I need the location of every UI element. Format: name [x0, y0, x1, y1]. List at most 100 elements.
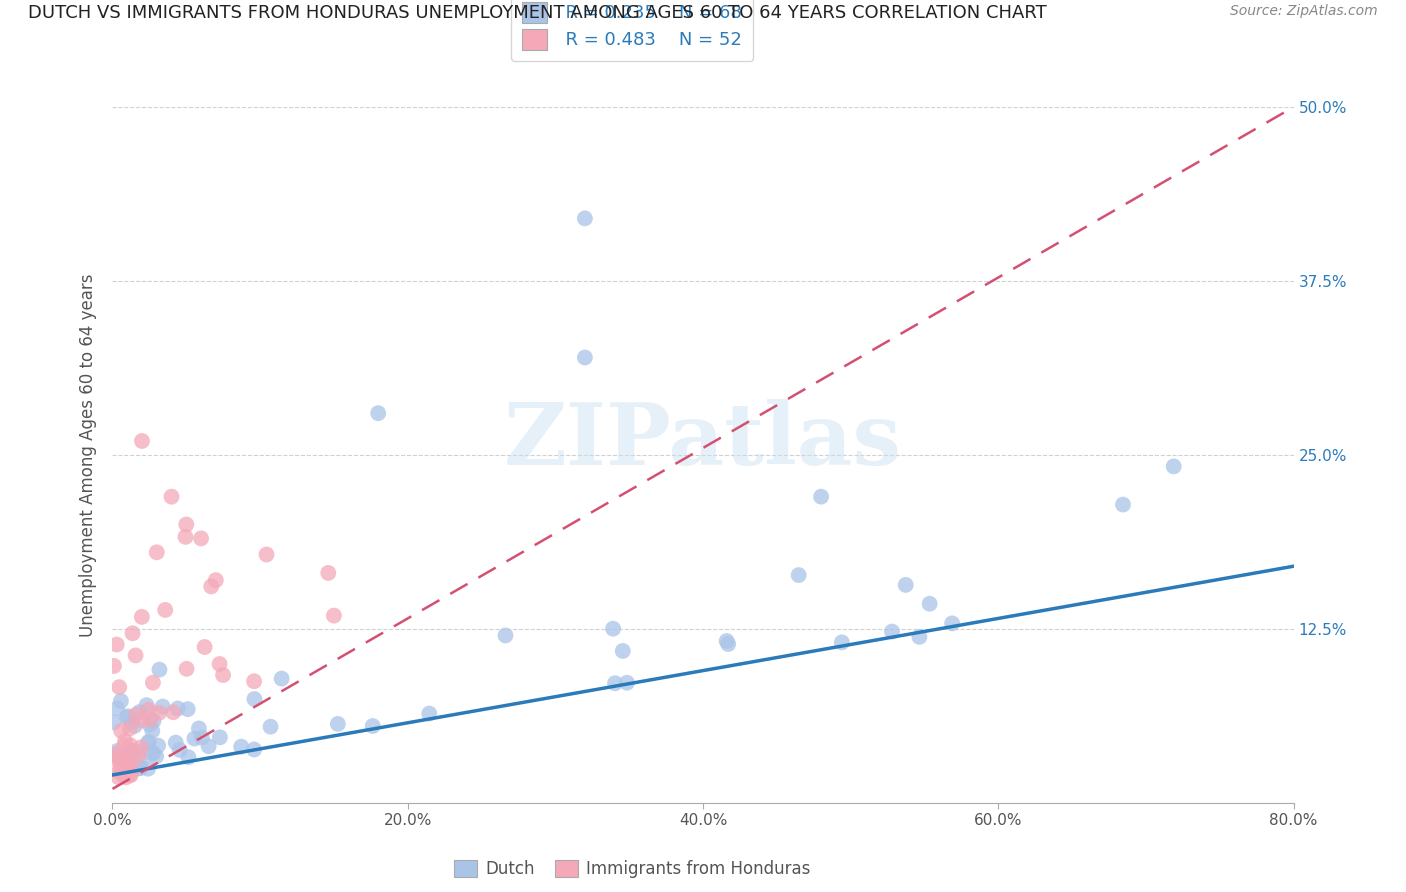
Point — [152, 699, 174, 714]
Point — [259, 720, 281, 734]
Point — [105, 748, 128, 763]
Point — [148, 706, 170, 720]
Point — [139, 746, 162, 760]
Point — [107, 770, 129, 784]
Point — [169, 743, 191, 757]
Point — [105, 744, 128, 758]
Point — [574, 211, 596, 226]
Point — [121, 626, 143, 640]
Point — [128, 761, 150, 775]
Point — [117, 709, 139, 723]
Point — [603, 676, 626, 690]
Point — [205, 573, 228, 587]
Point — [114, 752, 136, 766]
Point — [166, 701, 188, 715]
Point — [318, 566, 340, 580]
Point — [141, 723, 163, 738]
Point — [183, 731, 205, 746]
Point — [208, 731, 231, 745]
Point — [108, 680, 131, 694]
Point — [212, 668, 235, 682]
Point — [103, 747, 125, 761]
Point — [787, 568, 810, 582]
Point — [110, 762, 132, 776]
Point — [138, 734, 160, 748]
Point — [165, 736, 187, 750]
Point — [124, 648, 146, 663]
Point — [243, 692, 266, 706]
Text: DUTCH VS IMMIGRANTS FROM HONDURAS UNEMPLOYMENT AMONG AGES 60 TO 64 YEARS CORRELA: DUTCH VS IMMIGRANTS FROM HONDURAS UNEMPL… — [28, 4, 1047, 22]
Point — [125, 707, 148, 722]
Point — [121, 763, 143, 777]
Point — [177, 750, 200, 764]
Point — [361, 719, 384, 733]
Point — [142, 747, 165, 761]
Text: Source: ZipAtlas.com: Source: ZipAtlas.com — [1230, 4, 1378, 19]
Point — [495, 628, 517, 642]
Point — [127, 745, 149, 759]
Point — [194, 640, 217, 654]
Point — [105, 701, 128, 715]
Point — [138, 703, 160, 717]
Point — [908, 630, 931, 644]
Point — [155, 603, 177, 617]
Point — [105, 638, 128, 652]
Point — [103, 659, 125, 673]
Point — [108, 751, 131, 765]
Point — [129, 740, 152, 755]
Point — [121, 714, 143, 729]
Point — [616, 675, 638, 690]
Point — [131, 610, 153, 624]
Point — [112, 739, 135, 753]
Point — [367, 406, 389, 420]
Point — [191, 731, 214, 745]
Point — [110, 723, 132, 738]
Point — [256, 548, 278, 562]
Legend: Dutch, Immigrants from Honduras: Dutch, Immigrants from Honduras — [447, 854, 817, 885]
Point — [200, 579, 222, 593]
Point — [717, 637, 740, 651]
Point — [270, 672, 292, 686]
Point — [138, 717, 160, 731]
Point — [114, 734, 136, 748]
Point — [121, 755, 143, 769]
Point — [129, 714, 152, 728]
Point — [197, 739, 219, 754]
Point — [136, 762, 159, 776]
Text: ZIPatlas: ZIPatlas — [503, 399, 903, 483]
Point — [105, 753, 128, 767]
Point — [160, 490, 183, 504]
Point — [131, 434, 153, 448]
Point — [139, 713, 162, 727]
Y-axis label: Unemployment Among Ages 60 to 64 years: Unemployment Among Ages 60 to 64 years — [79, 273, 97, 637]
Point — [110, 694, 132, 708]
Point — [716, 634, 738, 648]
Point — [162, 705, 184, 719]
Point — [145, 749, 167, 764]
Point — [112, 768, 135, 782]
Point — [831, 635, 853, 649]
Point — [574, 351, 596, 365]
Point — [120, 768, 142, 782]
Point — [880, 624, 903, 639]
Point — [129, 756, 152, 771]
Point — [177, 702, 200, 716]
Point — [128, 705, 150, 719]
Point — [243, 674, 266, 689]
Point — [115, 771, 138, 785]
Point — [103, 715, 125, 730]
Point — [918, 597, 941, 611]
Point — [1112, 498, 1135, 512]
Point — [118, 768, 141, 782]
Point — [612, 644, 634, 658]
Point — [894, 578, 917, 592]
Point — [136, 736, 159, 750]
Point — [142, 714, 165, 728]
Point — [326, 717, 349, 731]
Point — [148, 663, 170, 677]
Point — [810, 490, 832, 504]
Point — [323, 608, 346, 623]
Point — [208, 657, 231, 671]
Point — [118, 747, 141, 761]
Point — [941, 616, 963, 631]
